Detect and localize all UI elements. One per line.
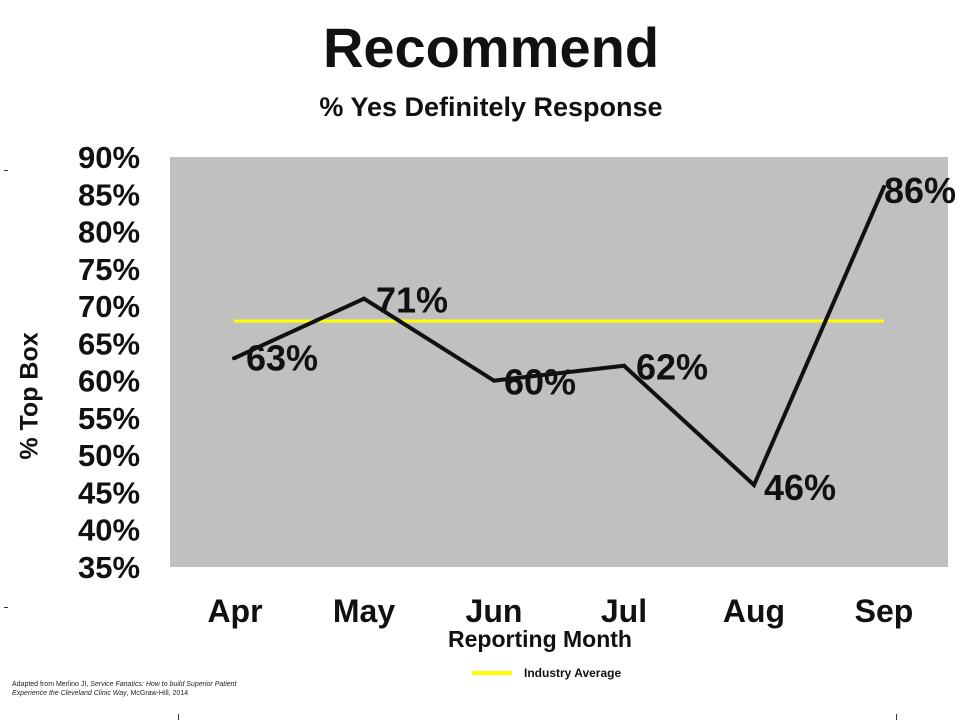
source-citation: Adapted from Merlino JI, Service Fanatic… [12, 680, 312, 698]
x-axis-ticks: Apr May Jun Jul Aug Sep [207, 593, 913, 629]
data-point [492, 378, 496, 383]
y-tick-label: 60% [78, 364, 140, 399]
x-tick-label: Jun [466, 593, 523, 629]
data-label: 86% [884, 170, 956, 211]
x-tick-label: Apr [207, 593, 262, 629]
data-label: 62% [636, 347, 708, 388]
x-tick-label: Aug [723, 593, 785, 629]
source-prefix: Adapted from Merlino JI, [12, 681, 91, 688]
data-label: 46% [764, 467, 836, 508]
y-tick-label: 75% [78, 252, 140, 287]
recommend-series [232, 184, 886, 489]
legend: Industry Average [472, 664, 621, 682]
x-axis-label: Reporting Month [448, 626, 632, 652]
data-point [622, 363, 626, 368]
data-point [362, 296, 366, 301]
y-tick-label: 65% [78, 326, 140, 361]
y-tick-label: 50% [78, 438, 140, 473]
y-tick-label: 80% [78, 215, 140, 250]
y-tick-label: 55% [78, 401, 140, 436]
edge-tick-left-lower [4, 607, 8, 608]
y-tick-label: 90% [78, 140, 140, 175]
source-book-title-line2: Experience the Cleveland Clinic Way [12, 690, 127, 697]
legend-swatch-industry-average [472, 671, 512, 675]
source-book-title-line1: Service Fanatics: How to build Superior … [90, 681, 237, 688]
data-point [752, 483, 756, 487]
edge-tick-bottom-left [178, 714, 179, 720]
plot-area [170, 157, 948, 567]
data-label: 63% [246, 337, 318, 378]
recommend-series-line [233, 186, 886, 489]
y-axis-ticks: 90%85%80%75%70%65%60%55%50%45%40%35% [78, 140, 140, 585]
y-axis-label: % Top Box [15, 332, 44, 460]
y-tick-label: 35% [78, 550, 140, 585]
edge-tick-left-upper [4, 170, 8, 171]
data-label: 60% [504, 362, 576, 403]
chart-title: Recommend [322, 16, 660, 79]
chart-subtitle: % Yes Definitely Response [319, 92, 663, 122]
y-tick-label: 85% [78, 177, 140, 212]
data-point [232, 356, 236, 361]
y-tick-label: 70% [78, 289, 140, 324]
data-label: 71% [376, 280, 448, 321]
data-labels: 63% 71% 60% 62% 46% 86% [246, 170, 956, 508]
data-point [882, 184, 886, 189]
x-tick-label: Sep [855, 593, 914, 629]
edge-tick-bottom-right [896, 714, 897, 720]
source-suffix: , McGraw-Hill, 2014 [126, 690, 189, 697]
x-tick-label: Jul [601, 593, 647, 629]
y-tick-label: 40% [78, 513, 140, 548]
y-tick-label: 45% [78, 475, 140, 510]
legend-label-industry-average: Industry Average [524, 666, 622, 680]
x-tick-label: May [333, 593, 395, 629]
